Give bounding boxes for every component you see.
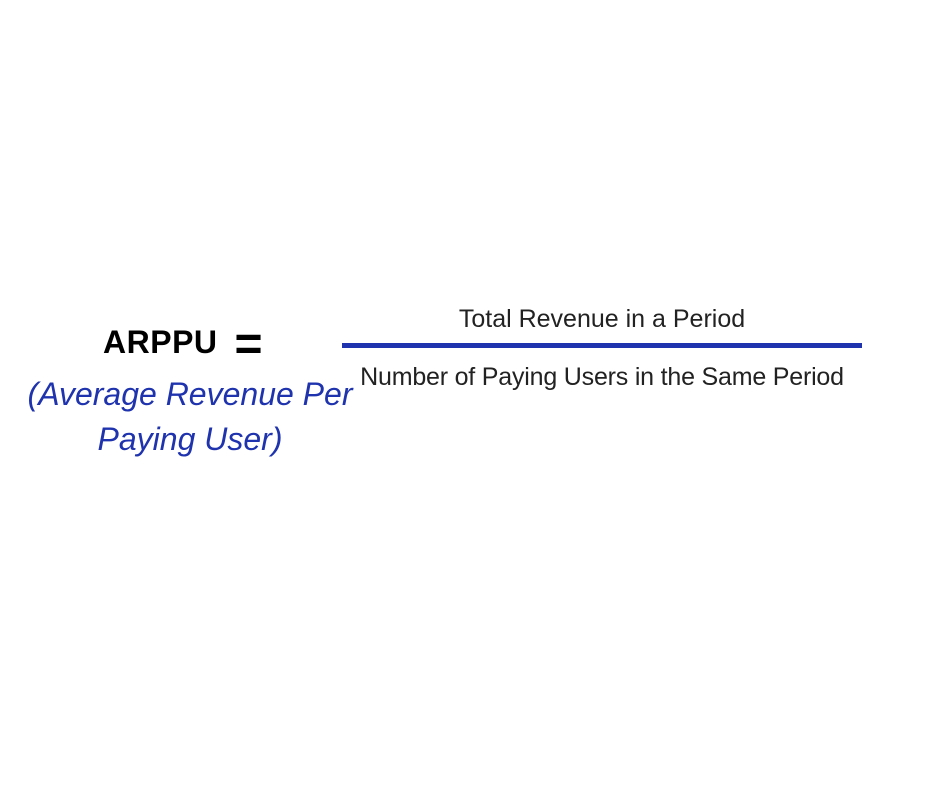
fraction-denominator: Number of Paying Users in the Same Perio… (360, 363, 844, 391)
formula-term: ARPPU (103, 324, 218, 360)
term-definition-line-1: (Average Revenue Per (27, 376, 353, 412)
fraction-bar (342, 343, 862, 348)
equals-sign: = (234, 318, 263, 371)
fraction-numerator: Total Revenue in a Period (458, 305, 746, 333)
fraction: Total Revenue in a Period Number of Payi… (342, 302, 862, 394)
term-definition-line-2: Paying User) (97, 421, 283, 457)
term-block: ARPPU = (103, 318, 263, 371)
term-definition: (Average Revenue Per Paying User) (15, 372, 365, 462)
